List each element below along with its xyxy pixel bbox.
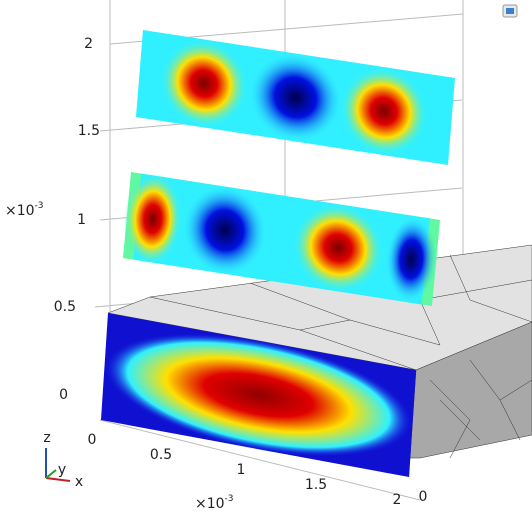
z-tick: 0.5 xyxy=(54,299,76,315)
x-tick: 0.5 xyxy=(150,447,172,463)
triad-z: z xyxy=(43,430,50,446)
x-exponent: ×10-3 xyxy=(195,494,234,513)
x-tick: 2 xyxy=(393,492,402,508)
mode-plane-middle xyxy=(122,172,440,307)
z-tick: 0 xyxy=(59,387,68,403)
triad-x: x xyxy=(75,474,83,490)
mode-plane-front xyxy=(100,313,417,478)
x-tick: 1.5 xyxy=(305,477,327,493)
axis-triad: z y x xyxy=(43,430,83,490)
triad-y: y xyxy=(58,462,66,478)
z-exponent: ×10-3 xyxy=(5,201,44,220)
mode-plane-top xyxy=(135,30,455,166)
x-tick: 1 xyxy=(237,462,246,478)
z-tick: 2 xyxy=(84,36,93,52)
z-tick: 1 xyxy=(77,212,86,228)
x-tick: 0 xyxy=(88,432,97,448)
y-tick: 0 xyxy=(419,489,428,505)
z-tick: 1.5 xyxy=(78,123,100,139)
toolbar-icon[interactable] xyxy=(502,4,518,18)
